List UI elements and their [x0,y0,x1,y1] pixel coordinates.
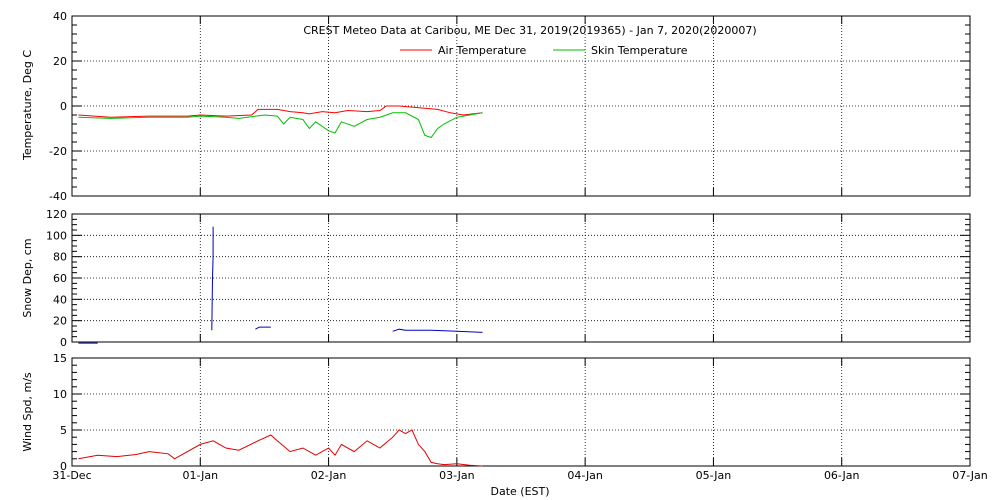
series-line [392,328,483,333]
legend-label-air: Air Temperature [438,44,527,57]
y-tick-label: 15 [53,352,67,365]
x-axis-label: Date (EST) [490,485,549,498]
y-label-snow: Snow Dep, cm [21,238,34,317]
y-tick-label: 0 [60,336,67,349]
y-tick-label: 20 [53,55,67,68]
x-tick-label: 01-Jan [183,469,219,482]
x-tick-label: 06-Jan [824,469,860,482]
y-tick-label: 40 [53,293,67,306]
y-tick-label: 20 [53,315,67,328]
y-tick-label: 0 [60,100,67,113]
series-line [78,105,483,118]
legend-label-skin: Skin Temperature [591,44,688,57]
x-tick-label: 03-Jan [439,469,475,482]
plot-frame [71,357,971,467]
x-tick-label: 05-Jan [696,469,732,482]
wind-speed-panel: 0 5 10 15 31-Dec 01-Jan 02-Jan 03-Jan 04-Jan 05-J… [52,352,987,482]
y-tick-label: 40 [53,10,67,23]
chart-title: CREST Meteo Data at Caribou, ME Dec 31, … [303,24,756,37]
y-tick-label: 5 [60,424,67,437]
x-tick-label: 04-Jan [567,469,603,482]
y-tick-label: 60 [53,272,67,285]
plot-frame [71,15,971,197]
y-tick-label: 100 [46,229,67,242]
y-label-temperature: Temperature, Deg C [21,50,34,161]
x-tick-label: 02-Jan [311,469,347,482]
series-line [211,226,214,331]
temperature-panel: -40 -20 0 20 40 [49,10,971,203]
y-label-wind: Wind Spd, m/s [21,372,34,452]
snow-depth-panel: 0 20 40 60 80 100 120 [46,208,971,349]
y-tick-label: -20 [49,145,67,158]
y-tick-label: 80 [53,251,67,264]
series-line [255,326,271,330]
x-tick-label: 07-Jan [952,469,988,482]
y-tick-label: 120 [46,208,67,221]
y-tick-label: -40 [49,190,67,203]
y-tick-label: 0 [60,460,67,473]
series-line [78,429,483,467]
legend: Air Temperature Skin Temperature [400,44,688,57]
y-tick-label: 10 [53,388,67,401]
series-line [78,112,483,139]
x-tick-label: 31-Dec [52,469,91,482]
plot-frame [71,213,971,343]
